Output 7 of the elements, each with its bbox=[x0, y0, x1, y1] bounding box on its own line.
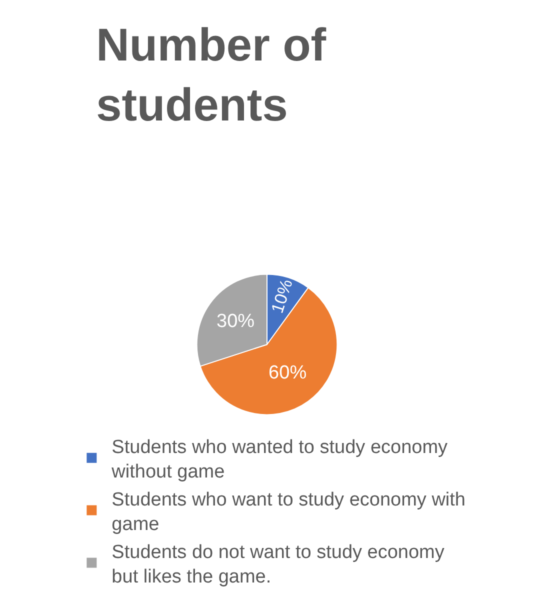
data-label: 60% bbox=[268, 362, 307, 384]
chart-title: Number of students bbox=[96, 18, 327, 130]
legend-label: Students who wanted to study economy without game bbox=[110, 436, 448, 483]
data-label: 30% bbox=[216, 311, 255, 332]
data-label: 10% bbox=[268, 276, 296, 316]
legend-label: Students who want to study economy with game bbox=[112, 489, 466, 536]
legend-label: Students do not want to study economy but likes the game. bbox=[112, 542, 445, 588]
